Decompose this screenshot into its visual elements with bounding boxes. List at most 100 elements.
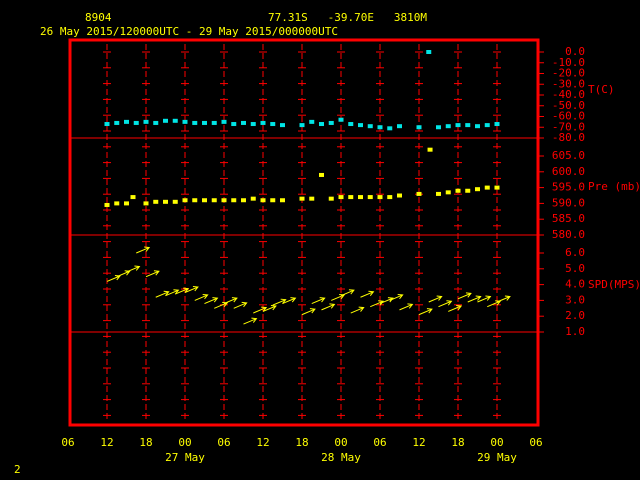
- point: [202, 198, 207, 203]
- point: [270, 122, 276, 127]
- point: [221, 198, 227, 203]
- point: [475, 187, 480, 192]
- point: [348, 195, 354, 200]
- point: [172, 118, 178, 123]
- y-tick-label: -60.0: [552, 110, 585, 123]
- point: [241, 120, 246, 125]
- wind-arrow: [399, 303, 414, 311]
- point: [104, 122, 110, 127]
- wind-arrow: [311, 297, 326, 305]
- x-tick-label: 06: [217, 436, 230, 449]
- wind-arrow: [448, 305, 463, 312]
- y-tick-label: -30.0: [552, 77, 585, 90]
- wind-arrow: [282, 297, 297, 305]
- point: [445, 190, 451, 195]
- wind-arrow: [379, 297, 394, 305]
- point: [484, 123, 490, 128]
- point: [436, 191, 441, 196]
- y-tick-label: -70.0: [552, 120, 585, 133]
- point: [348, 122, 354, 127]
- point: [455, 188, 461, 193]
- point: [192, 198, 198, 203]
- wind-arrow: [467, 295, 482, 303]
- y-tick-label: 605.0: [552, 149, 585, 162]
- y-tick-label: 0.0: [565, 45, 585, 58]
- point: [475, 124, 480, 129]
- point: [280, 198, 285, 203]
- point: [231, 198, 237, 203]
- point: [358, 195, 363, 200]
- wind-arrow: [389, 293, 404, 301]
- frame: [68, 38, 540, 427]
- wind-arrow: [321, 303, 336, 311]
- wind-arrow: [136, 246, 151, 254]
- point: [221, 119, 227, 124]
- point: [163, 199, 168, 204]
- wind-arrow: [155, 290, 170, 298]
- point: [270, 198, 276, 203]
- wind-arrow: [340, 289, 355, 297]
- point: [358, 123, 363, 128]
- y-tick-label: 6.0: [565, 246, 585, 259]
- point: [182, 198, 188, 203]
- y-axis-label: Pre (mb): [588, 180, 640, 193]
- point: [241, 198, 246, 203]
- point: [153, 120, 159, 125]
- y-tick-label: 2.0: [565, 309, 585, 322]
- wind-arrow: [262, 305, 277, 312]
- y-tick-label: 3.0: [565, 293, 585, 306]
- y-tick-label: -20.0: [552, 67, 585, 80]
- point: [309, 196, 315, 201]
- point: [416, 125, 422, 130]
- y-tick-label: -10.0: [552, 56, 585, 69]
- point: [299, 196, 305, 201]
- x-tick-label: 00: [334, 436, 347, 449]
- point: [280, 123, 285, 128]
- point: [211, 120, 217, 125]
- y-tick-label: -40.0: [552, 88, 585, 101]
- point: [104, 202, 110, 207]
- point: [338, 195, 344, 200]
- point: [319, 122, 324, 127]
- x-tick-label: 00: [178, 436, 191, 449]
- station-location: 77.31S -39.70E 3810M: [268, 11, 427, 24]
- wind-arrow: [145, 270, 160, 278]
- y-tick-label: 585.0: [552, 212, 585, 225]
- point: [416, 191, 422, 196]
- point: [299, 123, 305, 128]
- wind-arrow: [487, 300, 502, 308]
- point: [455, 123, 461, 128]
- date-label: 27 May: [165, 451, 205, 464]
- point: [445, 124, 451, 129]
- point: [143, 119, 149, 124]
- wind-arrow: [194, 293, 209, 301]
- y-tick-label: 595.0: [552, 181, 585, 194]
- y-tick-label: -80.0: [552, 131, 585, 144]
- x-tick-label: 12: [100, 436, 113, 449]
- wind-arrow: [223, 297, 238, 305]
- x-tick-label: 18: [295, 436, 308, 449]
- point: [114, 120, 120, 125]
- x-tick-label: 06: [529, 436, 542, 449]
- wind-arrow: [184, 286, 199, 293]
- point: [367, 195, 373, 200]
- point: [211, 198, 217, 203]
- y-tick-label: 1.0: [565, 325, 585, 338]
- point: [130, 195, 136, 200]
- y-axis-label: SPD(MPS): [588, 278, 640, 291]
- point: [309, 119, 315, 124]
- point: [397, 193, 402, 198]
- date-label: 29 May: [477, 451, 517, 464]
- point: [377, 195, 383, 200]
- x-tick-label: 12: [256, 436, 269, 449]
- wind-arrow: [418, 308, 433, 316]
- wind-arrow: [126, 265, 141, 273]
- wind-arrow: [106, 274, 121, 282]
- page-number: 2: [14, 463, 21, 476]
- point: [250, 196, 256, 201]
- y-tick-label: 600.0: [552, 165, 585, 178]
- y-tick-label: 5.0: [565, 262, 585, 275]
- y-tick-label: -50.0: [552, 99, 585, 112]
